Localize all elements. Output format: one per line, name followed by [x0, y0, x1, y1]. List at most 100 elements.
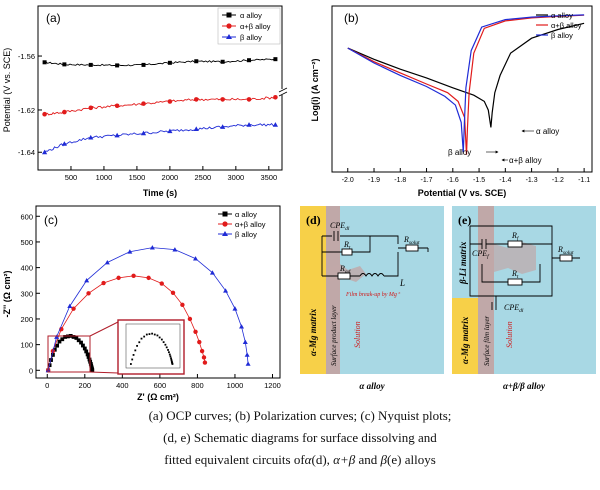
resistor-rsolut [405, 244, 419, 252]
data-point-alpha [87, 357, 92, 362]
polarization-chart: (b) Log(i) (A cm⁻²) Potential (V vs. SCE… [310, 5, 593, 198]
data-point-alpha [220, 59, 225, 64]
data-point-alpha [52, 347, 57, 352]
schematic-e: (e) β-Li matrix α-Mg matrix Surface film… [452, 206, 596, 391]
data-point-beta [246, 122, 252, 127]
x-tick-label: -1.2 [552, 177, 564, 184]
y-tick-label: 600 [20, 212, 33, 221]
legend-marker-alpha-beta [226, 23, 232, 29]
legend-label-alpha-beta: α+β alloy [240, 22, 271, 31]
rf-label: Rf [511, 231, 520, 242]
rsolut-label-sub: solut [409, 240, 420, 246]
inset-point-alpha [151, 332, 154, 335]
y-tick-label: 100 [20, 341, 33, 350]
inset-point-alpha [143, 335, 146, 338]
data-point-beta [244, 352, 250, 357]
x-tick-label: 1200 [264, 381, 281, 390]
x-tick-label: -2.0 [342, 177, 354, 184]
data-point-beta [149, 245, 155, 250]
inset-point-alpha [148, 333, 151, 335]
inductor-label: L [399, 278, 405, 288]
legend-marker-alpha [222, 211, 228, 217]
inset-point-alpha [170, 358, 173, 361]
x-tick-label: 0 [45, 381, 49, 390]
data-point-alpha_beta [170, 290, 176, 295]
data-point-beta [41, 149, 48, 155]
x-tick-label: -1.1 [578, 177, 590, 184]
cpedl-label-main: CPE [504, 303, 519, 312]
data-point-alpha_beta [88, 105, 94, 111]
data-point-beta [114, 132, 120, 138]
series-line-alpha [347, 22, 585, 128]
cpe-label-sub: dl [345, 226, 350, 232]
inset-point-alpha [167, 349, 169, 351]
schematic-caption: α alloy [359, 381, 385, 391]
y-axis-label: -Z'' (Ω cm²) [2, 271, 12, 318]
x-tick-label: 200 [79, 381, 92, 390]
data-point-alpha_beta [167, 99, 173, 104]
data-point-alpha_beta [199, 348, 205, 354]
film-label: Surface product layer [330, 305, 338, 366]
data-point-alpha_beta [86, 291, 91, 296]
axis-break [278, 87, 288, 97]
data-point-beta [104, 259, 110, 265]
solution-label: Solution [505, 321, 514, 348]
rt-label-main: R [343, 240, 349, 249]
schematic-d: (d) α-Mg matrix Surface product layer So… [300, 206, 444, 391]
resistor-rad [337, 272, 351, 280]
panel-label: (a) [46, 11, 61, 25]
rsolut-label-sub: solut [563, 250, 574, 256]
cpedl-label: CPEdl [504, 303, 524, 314]
rt-label: Rt [343, 240, 351, 251]
data-point-beta [61, 141, 67, 146]
data-point-alpha_beta [159, 281, 164, 286]
inset-point-alpha [171, 363, 174, 365]
panel-label: (b) [344, 11, 359, 25]
data-point-beta [272, 122, 279, 127]
panel-label: (c) [44, 213, 58, 227]
beta-matrix-label: β-Li matrix [458, 241, 468, 285]
legend-marker-alpha [226, 12, 232, 18]
matrix-region [452, 298, 478, 374]
matrix-region [300, 206, 326, 374]
y-tick-label: -1.64 [18, 148, 35, 157]
resistor-rt [507, 278, 523, 286]
x-tick-label: 1000 [227, 381, 244, 390]
x-axis-label: Z' (Ω cm²) [137, 392, 179, 402]
equivalent-circuit [321, 231, 429, 280]
inset-point-alpha [156, 334, 159, 337]
inset-point-alpha [158, 336, 161, 339]
data-point-alpha [82, 346, 87, 351]
figure-caption: (a) OCP curves; (b) Polarization curves;… [0, 405, 600, 471]
x-tick-label: 2000 [162, 173, 179, 182]
data-point-beta [172, 247, 178, 252]
y-axis-label: Log(i) (A cm⁻²) [310, 59, 320, 122]
inset-point-alpha [168, 353, 171, 356]
cpe-label-main: CPE [330, 221, 345, 230]
cpe-label: CPEdl [330, 221, 350, 232]
legend-label-beta: β alloy [235, 230, 257, 239]
x-tick-label: 2500 [195, 173, 212, 182]
data-point-alpha_beta [202, 360, 208, 365]
inset-point-alpha [136, 344, 138, 347]
legend-label-alpha-beta: α+β alloy [551, 21, 582, 30]
annotation-alpha-beta: α+β alloy [509, 156, 542, 165]
series-line-alpha [44, 58, 276, 67]
rf-label-main: R [511, 231, 517, 240]
series-line-beta [347, 14, 585, 153]
data-point-alpha [84, 349, 89, 354]
data-point-alpha [76, 338, 81, 343]
data-point-alpha [57, 339, 62, 344]
legend-marker-beta [222, 231, 228, 236]
inset-point-alpha [168, 351, 170, 354]
data-point-beta [67, 303, 73, 309]
data-point-alpha_beta [246, 97, 252, 102]
rt-label-main: R [511, 269, 517, 278]
plot-frame [35, 205, 281, 379]
schematic-caption: α+β/β alloy [503, 381, 546, 391]
data-point-beta [223, 288, 229, 293]
annotation-beta: β alloy [448, 148, 471, 157]
equivalent-circuit [469, 225, 580, 310]
rad-label-sub: ad [345, 269, 351, 275]
matrix-label: α-Mg matrix [308, 308, 318, 356]
